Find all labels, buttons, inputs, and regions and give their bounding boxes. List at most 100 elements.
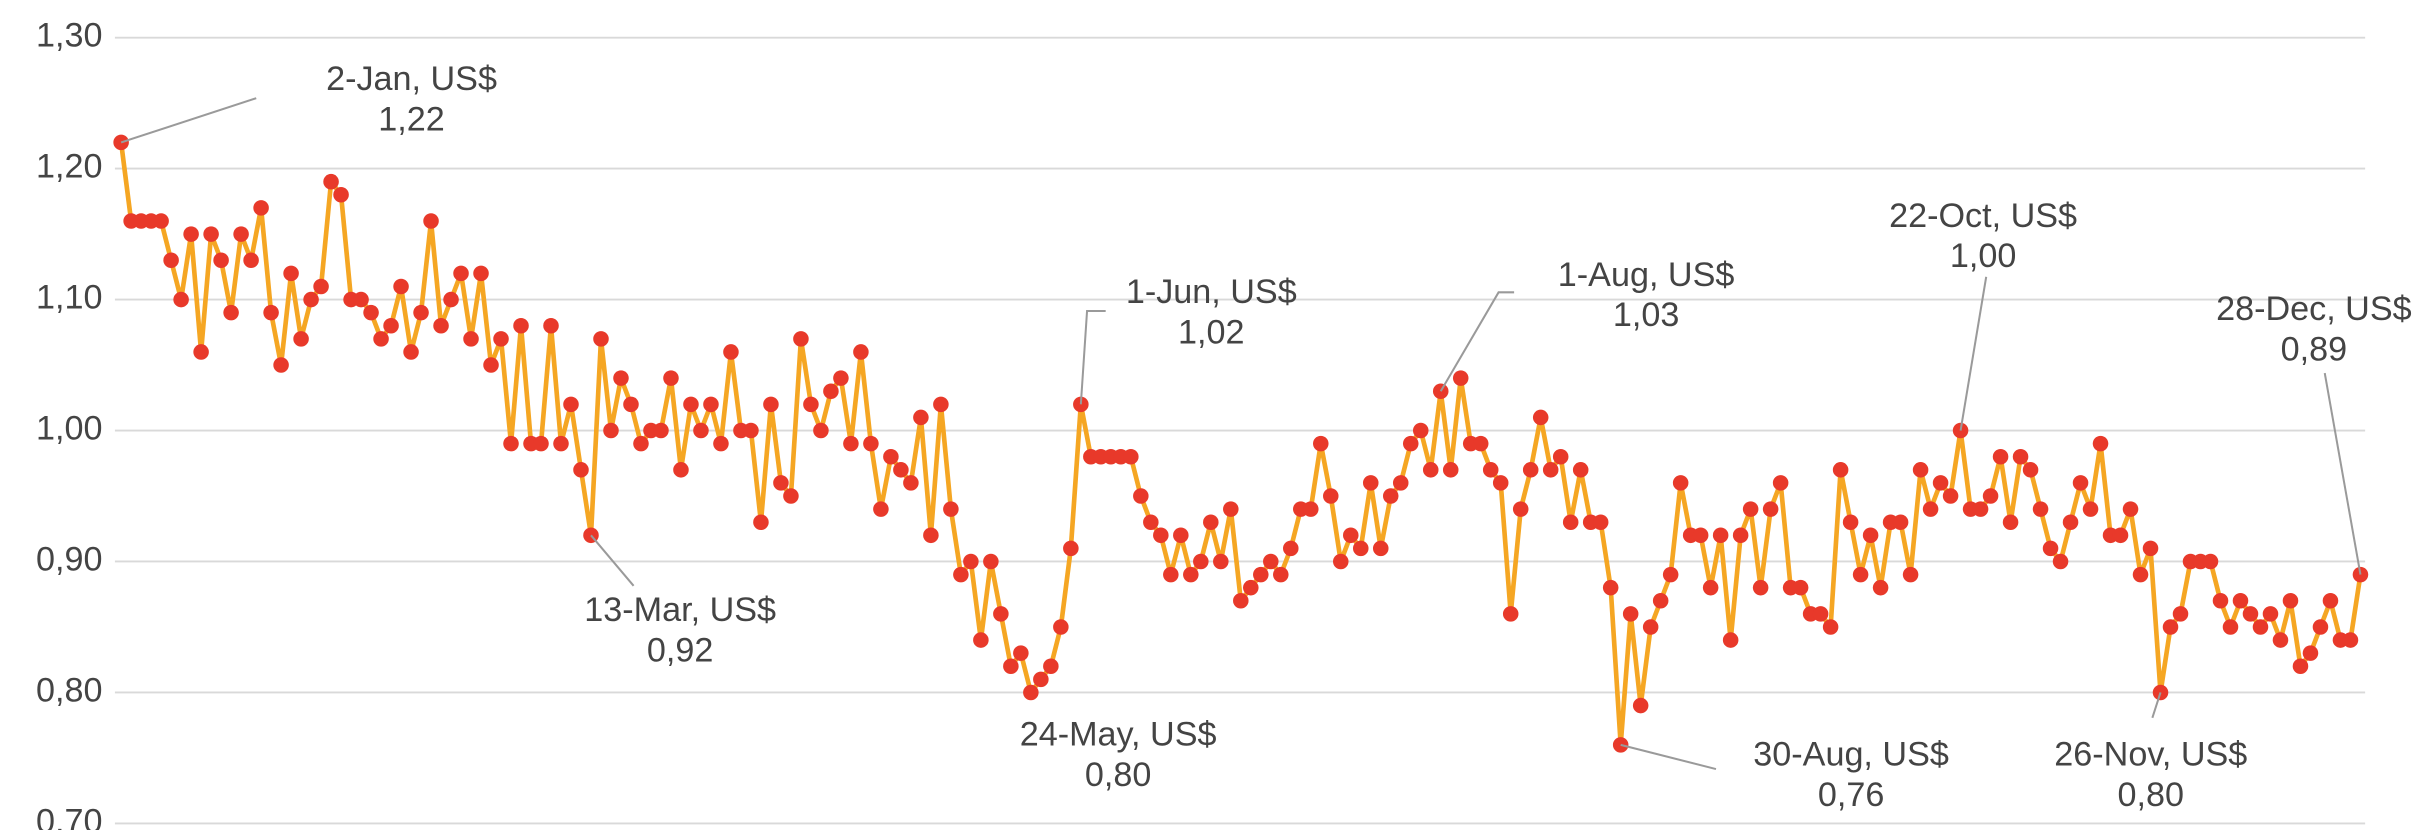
data-point [693,422,709,439]
data-point [1832,462,1849,478]
data-point [1712,527,1729,544]
data-point [1392,475,1409,491]
data-point [1872,579,1889,596]
data-point [963,553,979,570]
data-point [1273,566,1289,583]
data-point [213,252,229,269]
data-point [653,422,669,439]
data-point [1662,566,1679,583]
data-point [1722,632,1739,648]
data-point [1902,566,1919,583]
annotation-date: 24-May, US$ [1020,715,1217,753]
data-point [1932,475,1949,491]
data-point [933,396,949,413]
data-point [513,317,529,334]
y-tick-label: 0,80 [36,671,102,709]
data-point [1912,462,1929,478]
data-point [283,265,299,282]
y-tick-label: 0,70 [36,802,102,830]
data-point [1203,514,1219,530]
data-point [853,344,869,360]
leader-line [2323,372,2362,575]
annotation-value: 0,76 [1818,776,1884,814]
data-point [263,304,279,321]
data-point [2022,462,2039,478]
data-point [713,435,729,452]
data-point [1982,488,1999,504]
data-point [203,226,219,242]
data-point [793,331,809,347]
data-point [1362,475,1379,491]
data-point [2202,553,2219,570]
data-point [843,435,859,452]
y-tick-label: 1,10 [36,279,102,317]
data-point [1452,370,1469,386]
data-point [413,304,429,321]
data-point [633,435,649,452]
data-point [2292,658,2309,675]
data-point [1842,514,1859,530]
data-point [1422,462,1439,478]
data-point [1622,606,1639,622]
data-point [1323,488,1339,504]
data-point [423,213,439,229]
data-point [1492,475,1509,491]
data-point [1522,462,1539,478]
data-point [193,344,209,360]
data-point [613,370,629,386]
data-point [683,396,699,413]
data-point [993,606,1009,622]
leader-line [120,97,257,144]
data-point [603,422,619,439]
leader-line [590,534,635,587]
data-point [1772,475,1789,491]
data-point [2342,632,2359,648]
data-point [1372,540,1389,557]
data-point [563,396,579,413]
data-point [1702,579,1719,596]
data-point [763,396,779,413]
data-point [1213,553,1229,570]
data-point [1852,566,1869,583]
data-point [2002,514,2019,530]
data-point [1003,658,1019,675]
data-point [503,435,519,452]
annotation-date: 1-Jun, US$ [1126,273,1297,311]
data-point [1482,462,1499,478]
annotation-value: 1,22 [378,101,444,139]
data-point [293,331,309,347]
data-point [593,331,609,347]
data-point [2242,606,2259,622]
annotation-date: 26-Nov, US$ [2054,736,2247,774]
data-point [1043,658,1059,675]
data-point [2082,501,2099,517]
data-point [723,344,739,360]
data-point [1193,553,1209,570]
data-point [303,291,319,308]
y-tick-label: 1,30 [36,17,102,55]
data-point [863,435,879,452]
data-point [253,200,269,216]
leader-line [1959,276,1988,431]
data-point [2042,540,2059,557]
annotation-date: 22-Oct, US$ [1889,197,2077,235]
data-point [163,252,179,269]
data-point [1133,488,1149,504]
data-point [2122,501,2139,517]
data-point [773,475,789,491]
data-point [1552,448,1569,465]
data-point [783,488,799,504]
data-point [553,435,569,452]
data-point [1592,514,1609,530]
data-point [1642,619,1659,635]
data-point [1163,566,1179,583]
data-point [1922,501,1939,517]
data-point [1283,540,1299,557]
data-point [2062,514,2079,530]
data-point [2012,448,2029,465]
data-point [2352,566,2369,583]
annotation-value: 1,03 [1613,296,1679,334]
data-point [1173,527,1189,544]
data-point [2252,619,2269,635]
